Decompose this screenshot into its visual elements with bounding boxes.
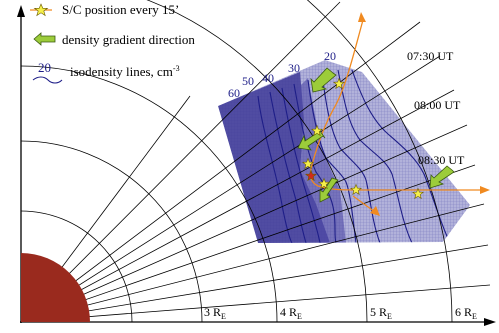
star-icon — [304, 169, 318, 182]
time-label: 07:30 UT — [407, 49, 454, 63]
legend-label: density gradient direction — [62, 32, 195, 47]
radial-label: 6 RE — [455, 305, 477, 321]
time-labels: 07:30 UT 08:00 UT 08:30 UT — [407, 49, 465, 167]
gradient-arrow-icon — [429, 165, 455, 189]
contour-label: 50 — [242, 74, 254, 88]
radial-labels: 3 RE 4 RE 5 RE 6 RE — [204, 305, 477, 321]
contour-label: 30 — [288, 61, 300, 75]
spacecraft-positions — [301, 77, 425, 200]
time-label: 08:00 UT — [414, 98, 461, 112]
isodensity-line-icon — [32, 76, 63, 84]
star-icon — [317, 177, 331, 190]
star-icon — [332, 77, 346, 90]
spacecraft-trajectories — [309, 12, 490, 216]
gradient-arrow-icon — [33, 32, 56, 46]
legend-item-isodensity: 20 isodensity lines, cm-3 — [32, 60, 180, 84]
star-icon — [310, 124, 324, 137]
gradient-arrow-icon — [310, 67, 337, 93]
contour-label: 40 — [262, 71, 274, 85]
radial-label: 3 RE — [204, 305, 226, 321]
legend-sample-value: 20 — [38, 60, 51, 75]
legend-item-star: S/C position every 15’ — [30, 2, 179, 17]
star-icon — [349, 183, 363, 196]
radial-label: 4 RE — [280, 305, 302, 321]
legend-item-gradient: density gradient direction — [33, 32, 195, 47]
star-icon — [301, 157, 315, 170]
star-icon — [33, 3, 49, 17]
earth-quarter-disc — [21, 253, 90, 322]
radial-label: 5 RE — [370, 305, 392, 321]
contour-label: 60 — [228, 86, 240, 100]
legend: S/C position every 15’ density gradient … — [30, 2, 195, 84]
contour-label: 20 — [324, 49, 336, 63]
contour-labels: 60 50 40 30 20 — [228, 49, 336, 100]
legend-label: isodensity lines, cm-3 — [70, 64, 180, 79]
legend-label: S/C position every 15’ — [62, 2, 179, 17]
star-icon — [411, 187, 425, 200]
time-label: 08:30 UT — [418, 153, 465, 167]
